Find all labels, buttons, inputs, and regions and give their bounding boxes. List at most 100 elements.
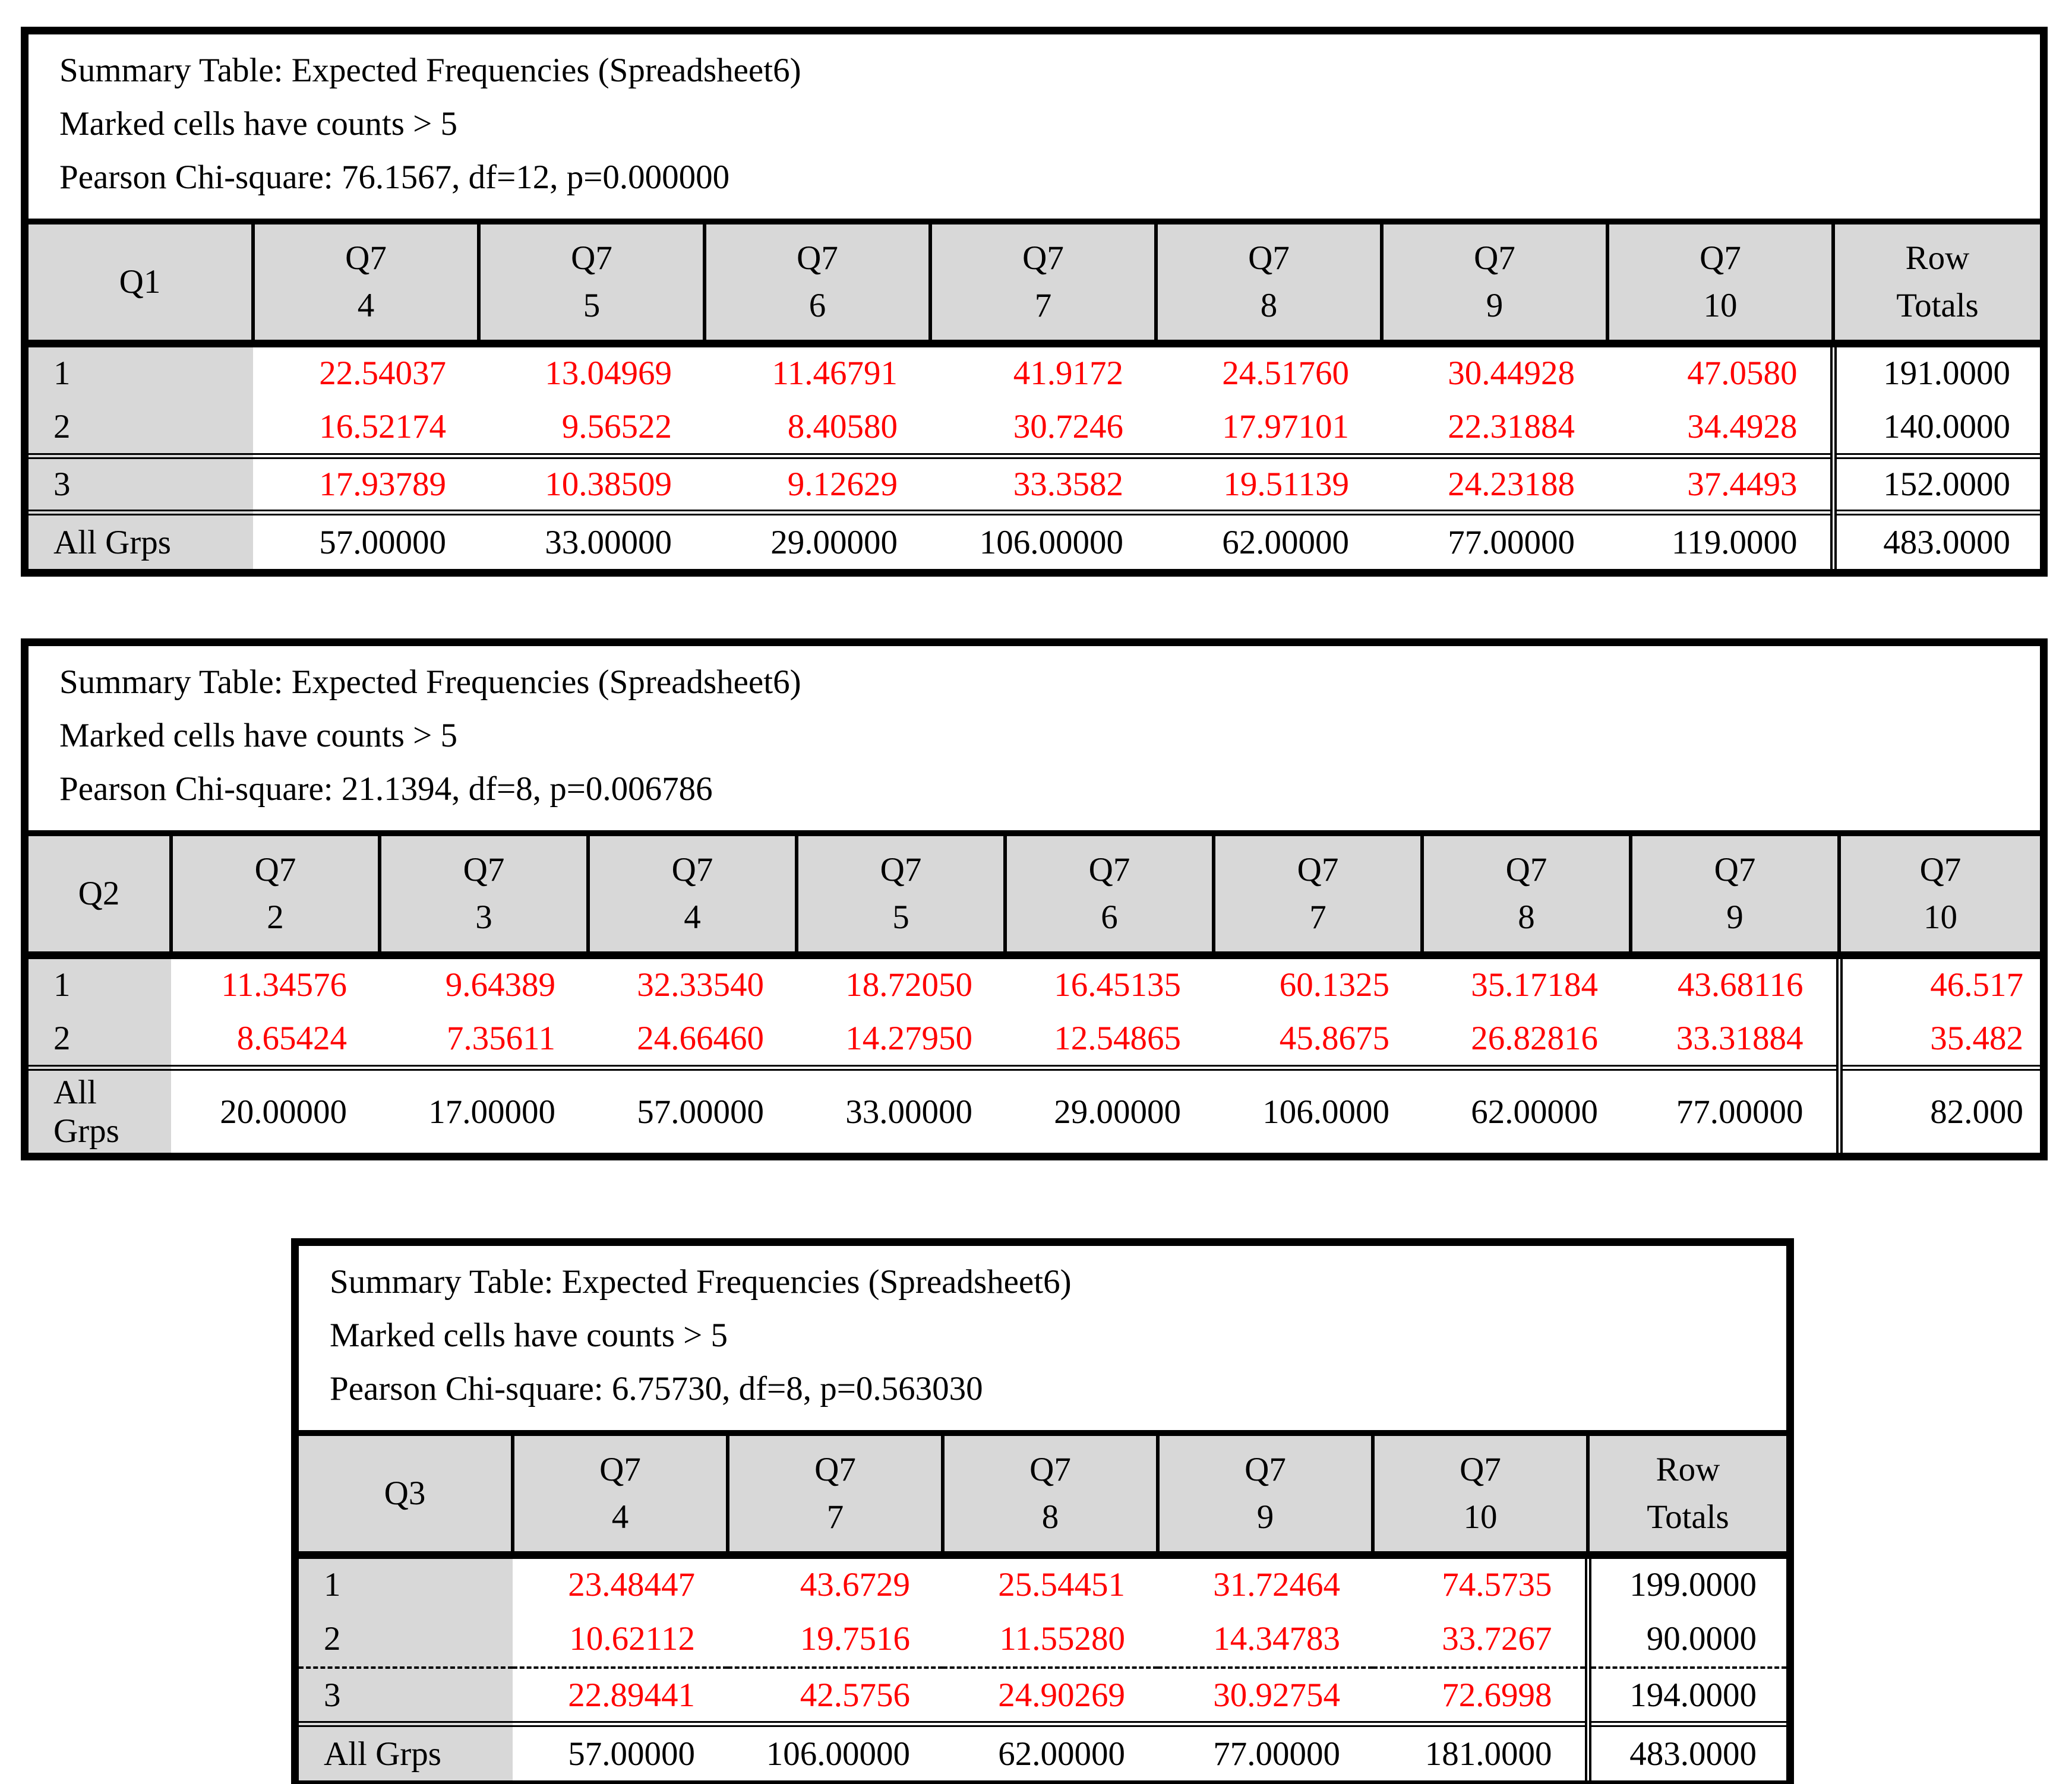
column-header: Q7 4 <box>586 836 797 959</box>
chi-square-stats: Pearson Chi-square: 76.1567, df=12, p=0.… <box>59 159 730 196</box>
table-title-block: Summary Table: Expected Frequencies (Spr… <box>29 646 2040 836</box>
expected-frequency-cell: 16.52174 <box>319 407 446 445</box>
expected-frequency-cell: 16.45135 <box>1054 966 1181 1004</box>
column-level-label: 4 <box>357 286 375 324</box>
expected-frequency-cell: 10.38509 <box>479 453 705 513</box>
expected-frequency-cell: 11.55280 <box>999 1620 1125 1658</box>
expected-frequency-cell: 45.8675 <box>1279 1019 1389 1057</box>
expected-frequency-cell: 62.00000 <box>1422 1065 1631 1153</box>
column-level-label: 5 <box>892 898 909 936</box>
expected-frequency-cell: 23.48447 <box>568 1566 695 1604</box>
marked-cells-note: Marked cells have counts > 5 <box>330 1317 728 1354</box>
row-label: 3 <box>29 453 253 513</box>
chi-square-stats: Pearson Chi-square: 21.1394, df=8, p=0.0… <box>59 770 713 808</box>
column-level-label: 4 <box>684 898 701 936</box>
row-label: All Grps <box>299 1721 513 1780</box>
table-row: All Grps 20.00000 17.00000 57.00000 33.00000… <box>29 1065 2040 1153</box>
column-header: Q7 5 <box>477 224 705 347</box>
expected-frequency-cell: 7.35611 <box>446 1019 555 1057</box>
column-variable-label: Q7 <box>463 850 505 888</box>
header-row: Q3 Q7 4 Q7 7 Q7 8 Q7 9 Q7 10 Row Totals <box>299 1436 1786 1559</box>
table-row: 1 23.48447 43.6729 25.54451 31.72464 74.5735 1… <box>299 1555 1786 1611</box>
column-variable-label: Q7 <box>1297 850 1339 888</box>
expected-frequency-cell: 77.00000 <box>1158 1721 1373 1780</box>
table-title: Summary Table: Expected Frequencies (Spr… <box>59 663 801 701</box>
header-row: Q1 Q7 4 Q7 5 Q7 6 Q7 7 Q7 8 Q7 9 Q7 10 Row Totals <box>29 224 2040 347</box>
tail-column-header: Row Totals <box>1586 1436 1786 1559</box>
summary-table-q3: Summary Table: Expected Frequencies (Spr… <box>291 1238 1794 1784</box>
expected-frequency-cell: 29.00000 <box>705 510 930 569</box>
column-variable-label: Q7 <box>345 239 387 277</box>
expected-frequency-cell: 11.46791 <box>772 355 898 393</box>
expected-frequency-cell: 10.62112 <box>569 1620 695 1658</box>
row-label: 2 <box>299 1611 513 1668</box>
expected-frequency-cell: 77.00000 <box>1382 510 1607 569</box>
tail-header-line1: Q7 <box>1919 850 1962 888</box>
column-header: Q7 6 <box>1003 836 1214 959</box>
expected-frequency-cell: 37.4493 <box>1607 453 1833 513</box>
column-level-label: 4 <box>611 1498 629 1536</box>
expected-frequency-cell: 34.4928 <box>1687 407 1798 445</box>
marked-cells-note: Marked cells have counts > 5 <box>59 717 458 754</box>
expected-frequency-cell: 42.5756 <box>728 1666 943 1724</box>
expected-frequency-cell: 35.482 <box>1836 1011 2040 1068</box>
table-row: 1 22.54037 13.04969 11.46791 41.9172 24.51760… <box>29 343 2040 400</box>
column-variable-label: Q7 <box>1474 239 1515 277</box>
row-total-cell: 140.0000 <box>1830 400 2040 456</box>
column-level-label: 3 <box>475 898 492 936</box>
column-variable-label: Q7 <box>599 1450 641 1488</box>
expected-frequency-cell: 24.51760 <box>1222 355 1349 393</box>
column-variable-label: Q7 <box>814 1450 856 1488</box>
column-level-label: 7 <box>826 1498 844 1536</box>
expected-frequency-cell: 24.66460 <box>637 1019 764 1057</box>
tail-header-line2: Totals <box>1647 1498 1729 1536</box>
expected-frequency-cell: 33.31884 <box>1676 1019 1803 1057</box>
column-header: Q7 3 <box>378 836 588 959</box>
column-header: Q7 8 <box>941 1436 1158 1559</box>
expected-frequency-cell: 33.00000 <box>479 510 705 569</box>
tail-header-line2: 10 <box>1923 898 1957 936</box>
expected-frequency-cell: 19.51139 <box>1156 453 1382 513</box>
expected-frequency-cell: 17.93789 <box>253 453 479 513</box>
column-level-label: 7 <box>1309 898 1326 936</box>
row-total-cell: 483.0000 <box>1584 1721 1786 1780</box>
column-level-label: 8 <box>1041 1498 1059 1536</box>
row-label: 3 <box>299 1666 513 1724</box>
column-level-label: 7 <box>1034 286 1052 324</box>
column-variable-label: Q7 <box>1700 239 1741 277</box>
expected-frequency-cell: 14.27950 <box>845 1019 972 1057</box>
column-header: Q7 4 <box>511 1436 728 1559</box>
table-title: Summary Table: Expected Frequencies (Spr… <box>59 52 801 89</box>
tail-header-line1: Row <box>1656 1450 1720 1488</box>
row-label: 1 <box>299 1555 513 1611</box>
row-total-cell: 483.0000 <box>1830 510 2040 569</box>
expected-frequency-cell: 57.00000 <box>253 510 479 569</box>
expected-frequency-cell: 33.00000 <box>797 1065 1005 1153</box>
table-row: 2 8.65424 7.35611 24.66460 14.27950 12.54865 4… <box>29 1011 2040 1068</box>
column-level-label: 5 <box>583 286 601 324</box>
column-header: Q7 7 <box>928 224 1156 347</box>
expected-frequency-cell: 106.00000 <box>728 1721 943 1780</box>
row-label: All Grps <box>29 1065 171 1153</box>
row-label: 1 <box>29 343 253 400</box>
column-header: Q7 9 <box>1156 1436 1373 1559</box>
column-header: Q7 6 <box>703 224 930 347</box>
column-variable-label: Q7 <box>571 239 612 277</box>
column-variable-label: Q7 <box>254 850 296 888</box>
column-header: Q7 8 <box>1420 836 1631 959</box>
expected-frequency-cell: 9.12629 <box>705 453 930 513</box>
tail-header-line2: Totals <box>1896 286 1979 324</box>
expected-frequency-cell: 17.00000 <box>380 1065 588 1153</box>
column-level-label: 6 <box>1101 898 1118 936</box>
expected-frequency-cell: 24.23188 <box>1382 453 1607 513</box>
expected-frequency-cell: 47.0580 <box>1687 355 1798 393</box>
column-variable-label: Q7 <box>1245 1450 1286 1488</box>
expected-frequency-cell: 19.7516 <box>800 1620 910 1658</box>
table-title-block: Summary Table: Expected Frequencies (Spr… <box>29 34 2040 224</box>
frequency-table: Q1 Q7 4 Q7 5 Q7 6 Q7 7 Q7 8 Q7 9 Q7 10 Row Totals 1 22.540… <box>29 224 2040 569</box>
expected-frequency-cell: 8.40580 <box>787 407 898 445</box>
table-title-block: Summary Table: Expected Frequencies (Spr… <box>299 1246 1786 1436</box>
tail-column-header: Q7 10 <box>1837 836 2040 959</box>
table-row: All Grps 57.00000 106.00000 62.00000 77.0000… <box>299 1721 1786 1780</box>
tail-header-line1: Row <box>1905 239 1970 277</box>
